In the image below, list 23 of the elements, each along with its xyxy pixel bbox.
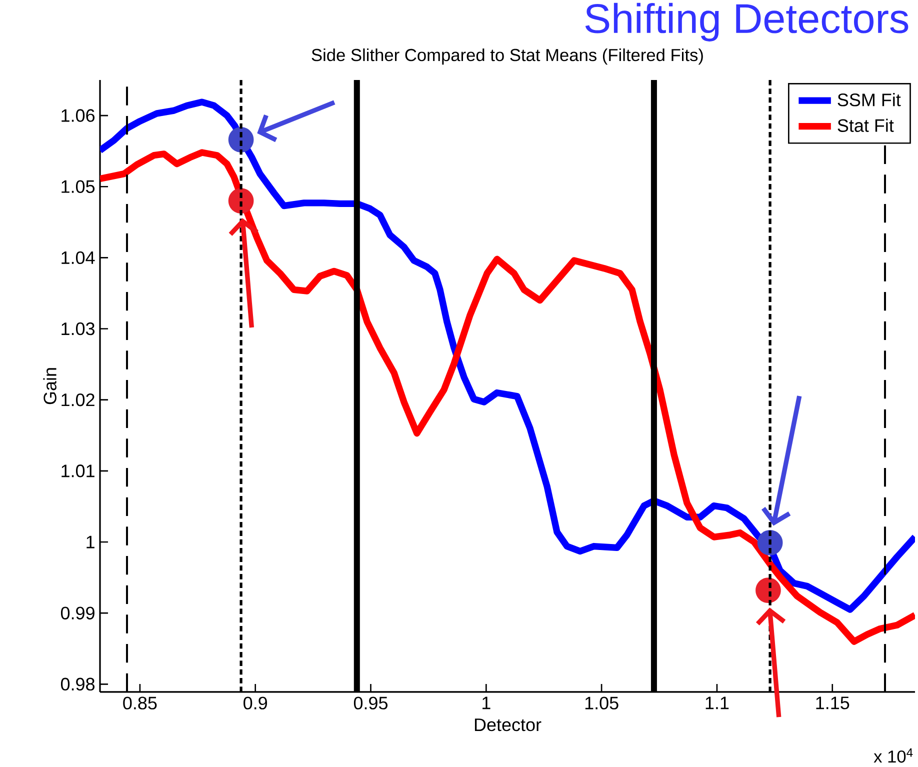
x-tick-label: 1.05 [585, 696, 618, 710]
legend-label: Stat Fit [838, 118, 894, 132]
y-tick-label: 0.99 [60, 606, 94, 620]
y-tick-label: 1.01 [62, 464, 94, 478]
chart-title: Side Slither Compared to Stat Means (Filtered Fits) [312, 48, 703, 65]
y-tick-label: 1.02 [62, 393, 94, 406]
x-tick-label: 0.9 [244, 696, 267, 710]
y-axis-title: Gain [43, 368, 56, 404]
x-tick-label: 1.15 [816, 696, 850, 710]
y-tick-label: 1.06 [62, 109, 95, 122]
x-axis-title: Detector [474, 718, 542, 732]
y-tick-label: 1.03 [62, 322, 95, 336]
y-tick-label: 1 [86, 536, 94, 548]
x-tick-label: 0.95 [354, 696, 388, 710]
y-tick-label: 0.98 [60, 678, 95, 691]
x-tick-label: 0.85 [123, 696, 157, 710]
text: x 10$^{4}$ [874, 748, 913, 763]
text: Shifting Detectors [585, 2, 908, 42]
y-tick-label: 1.04 [62, 251, 95, 264]
x-tick-label: 1.1 [706, 696, 729, 710]
x-tick-label: 1 [482, 696, 490, 710]
y-tick-label: 1.05 [62, 180, 95, 193]
legend-label: SSM Fit [838, 93, 901, 106]
